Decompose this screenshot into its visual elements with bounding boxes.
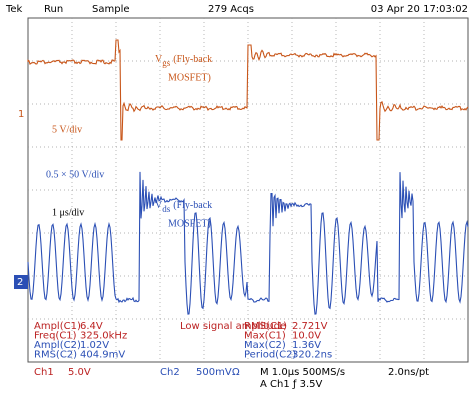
vgs-symbol: Vgs (Fly-back [155,54,212,68]
measurement-label: Ampl(C1) [34,321,81,332]
ch2-label: Ch2 [160,367,180,378]
vds-symbol: Vds (Fly-back [155,200,212,214]
ch1-marker: 1 [18,109,24,120]
measurement-label: Freq(C1) [34,331,77,342]
acquisitions: 279 Acqs [208,4,254,15]
resolution: 2.0ns/pt [388,367,429,378]
ch2-scale: 0.5 × 50 V/div [46,169,104,180]
vgs-sub: gs [162,58,171,68]
measurement-label: Ampl(C2) [34,340,81,351]
measurement-value: 404.9mV [80,350,125,361]
channel-markers: 1 2 [14,109,28,289]
ch2-trace [27,171,469,315]
grid [28,18,468,362]
state: Run [44,4,63,15]
ch1-label: Ch1 [34,367,54,378]
ch1-scale: 5 V/div [52,124,82,135]
measurement-label: Max(C1) [244,331,286,342]
measurement-note: Low signal amplitude [180,321,286,332]
measurement-label: Max(C2) [244,340,286,351]
vds-v: V [155,200,163,211]
vgs-v: V [155,54,163,65]
timestamp: 03 Apr 20 17:03:02 [371,4,468,15]
vds-line2: MOSFET) [168,218,211,229]
header: Tek Run Sample 279 Acqs 03 Apr 20 17:03:… [5,4,468,15]
footer: Ch1 5.0V Ch2 500mV Ω M 1.0μs 500MS/s 2.0… [34,367,429,390]
time-scale: 1 μs/div [52,207,84,218]
measurement-value: 2.721V [292,321,328,332]
vgs-line2: MOSFET) [168,72,211,83]
ch1-volts: 5.0V [68,367,91,378]
timebase: M 1.0μs 500MS/s [260,367,345,378]
measurement-label: RMS(C1) [244,321,287,332]
mode: Sample [92,4,130,15]
ch2-marker: 2 [17,277,23,288]
vgs-line1: (Fly-back [173,54,212,65]
coupling: Ω [232,367,240,378]
vds-line1: (Fly-back [173,200,212,211]
ch2-volts: 500mV [196,367,232,378]
ch2-marker-box [14,275,28,289]
measurement-value: 6.4V [80,321,103,332]
measurement-value: 1.02V [80,340,109,351]
trigger: A Ch1 ƒ 3.5V [260,379,322,390]
measurement-value: 10.0V [292,331,321,342]
measurement-value: 320.2ns [292,350,332,361]
measurement-label: RMS(C2) [34,350,77,361]
measurement-value: 325.0kHz [80,331,127,342]
measurement-label: Period(C2) [244,350,296,361]
annotations: Vgs (Fly-back MOSFET) 5 V/div 0.5 × 50 V/… [46,54,212,229]
measurement-value: 1.36V [292,340,321,351]
ch1-trace [27,39,469,141]
brand: Tek [5,4,23,15]
vds-sub: ds [162,204,171,214]
